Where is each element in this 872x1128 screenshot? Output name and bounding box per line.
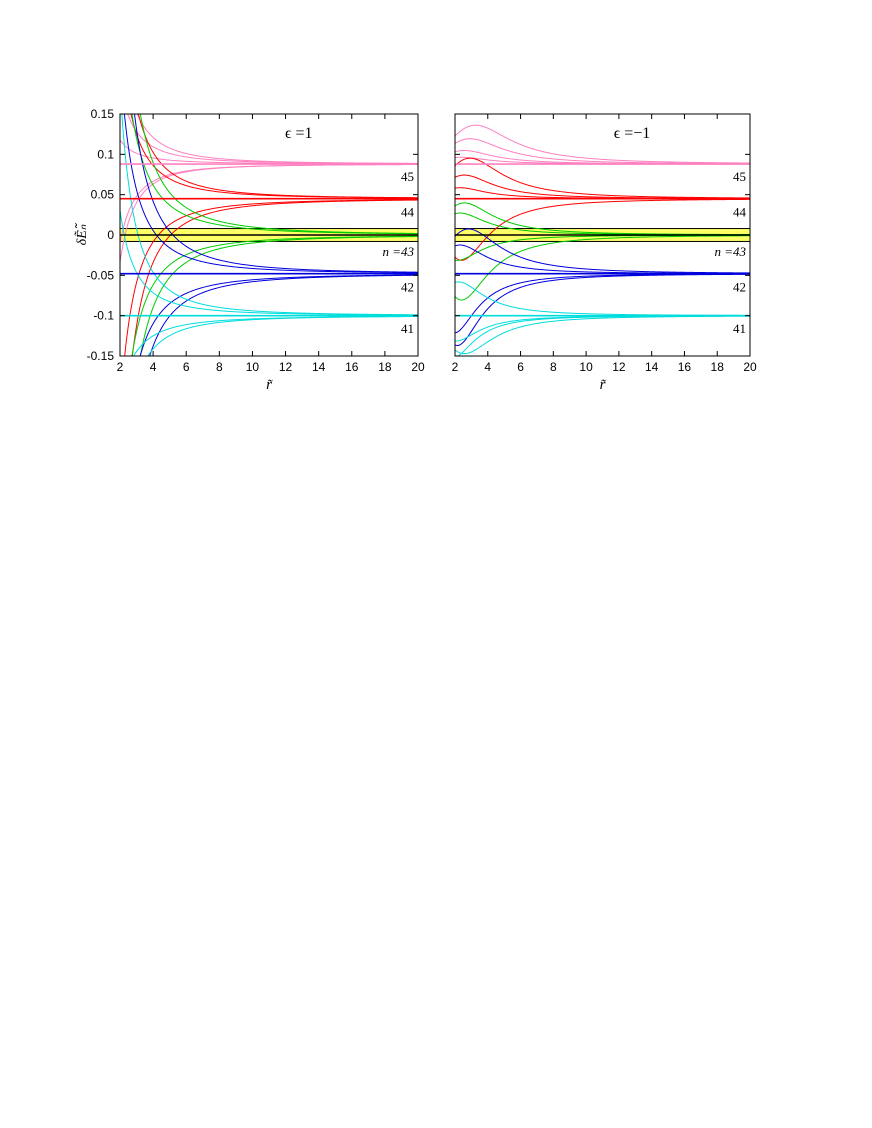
chart-panel-left: 2 4 6 8 10 12 14 16 18 20 0.15 0.1 0.05 0 -0.05 -0.1 -0.…: [87, 107, 425, 393]
x-tick-label: 14: [312, 360, 326, 374]
x-tick-label: 6: [183, 360, 190, 374]
curve-level-42-0: [455, 228, 750, 274]
panel-title: ϵ =1: [285, 125, 313, 142]
curve-level-42-2: [123, 114, 418, 274]
curve-level-41-3: [455, 315, 750, 355]
curve-level-41-1: [455, 315, 750, 342]
x-tick-label: 10: [246, 360, 260, 374]
x-tick-label: 6: [517, 360, 524, 374]
x-tick-label: 4: [484, 360, 491, 374]
y-tick-label: 0.1: [97, 147, 114, 161]
curve-level-44-2: [130, 114, 418, 199]
level-label: 44: [733, 205, 747, 220]
y-tick-label: 0.15: [91, 107, 115, 121]
curve-level-45-2: [127, 114, 418, 165]
level-label: 45: [733, 169, 746, 184]
x-tick-label: 18: [711, 360, 725, 374]
curve-level-41-1: [147, 315, 418, 356]
x-tick-label: 8: [216, 360, 223, 374]
curve-level-45-0: [136, 114, 418, 164]
curve-level-45-1: [120, 164, 418, 263]
plot-area: [120, 114, 418, 356]
level-label: 41: [733, 321, 746, 336]
x-axis-label: r̃: [266, 377, 273, 393]
x-tick-label: 4: [150, 360, 157, 374]
x-tick-label: 16: [678, 360, 692, 374]
y-axis-label: δẼₙ̃: [73, 223, 90, 246]
curve-level-44-0: [455, 157, 750, 199]
level-label: 41: [401, 321, 414, 336]
x-tick-label: 20: [743, 360, 757, 374]
curve-level-44-3: [455, 198, 750, 261]
x-tick-label: 14: [645, 360, 659, 374]
x-tick-label: 12: [612, 360, 626, 374]
y-tick-label: -0.1: [93, 309, 114, 323]
curve-level-42-3: [139, 274, 418, 356]
curve-level-44-3: [124, 199, 418, 356]
level-label: 44: [401, 205, 415, 220]
chart-panel-right: 2 4 6 8 10 12 14 16 18 20 r̃ ϵ =−1 45 44 n =43 42 41: [452, 113, 757, 393]
curve-level-43-2: [455, 235, 750, 301]
y-tick-label: -0.15: [87, 349, 115, 363]
x-axis-label: r̃: [600, 377, 607, 393]
x-tick-label: 2: [452, 360, 459, 374]
x-tick-label: 10: [579, 360, 593, 374]
level-label: 45: [401, 169, 414, 184]
curve-level-41-2: [120, 210, 418, 316]
level-label: 42: [733, 280, 746, 295]
curve-level-41-2: [457, 315, 750, 356]
x-tick-label: 2: [117, 360, 124, 374]
panel-title: ϵ =−1: [614, 125, 651, 142]
x-tick-label: 8: [550, 360, 557, 374]
level-label: n =43: [714, 244, 746, 259]
curve-level-43-3: [131, 235, 418, 356]
curve-level-42-1: [455, 244, 750, 274]
y-tick-label: -0.05: [87, 268, 115, 282]
level-label: 42: [401, 280, 414, 295]
curve-level-41-3: [133, 315, 418, 356]
curve-level-42-0: [134, 114, 418, 273]
level-label: n =43: [382, 244, 414, 259]
plot-area: [455, 124, 750, 356]
x-tick-label: 18: [378, 360, 392, 374]
curve-level-44-1: [131, 199, 418, 356]
curve-level-43-2: [131, 114, 418, 235]
curve-level-45-0: [455, 124, 750, 164]
y-tick-label: 0: [107, 228, 114, 242]
curve-level-44-0: [137, 114, 418, 199]
x-tick-label: 16: [345, 360, 359, 374]
x-tick-label: 20: [411, 360, 425, 374]
y-tick-label: 0.05: [91, 188, 115, 202]
x-tick-label: 12: [279, 360, 293, 374]
